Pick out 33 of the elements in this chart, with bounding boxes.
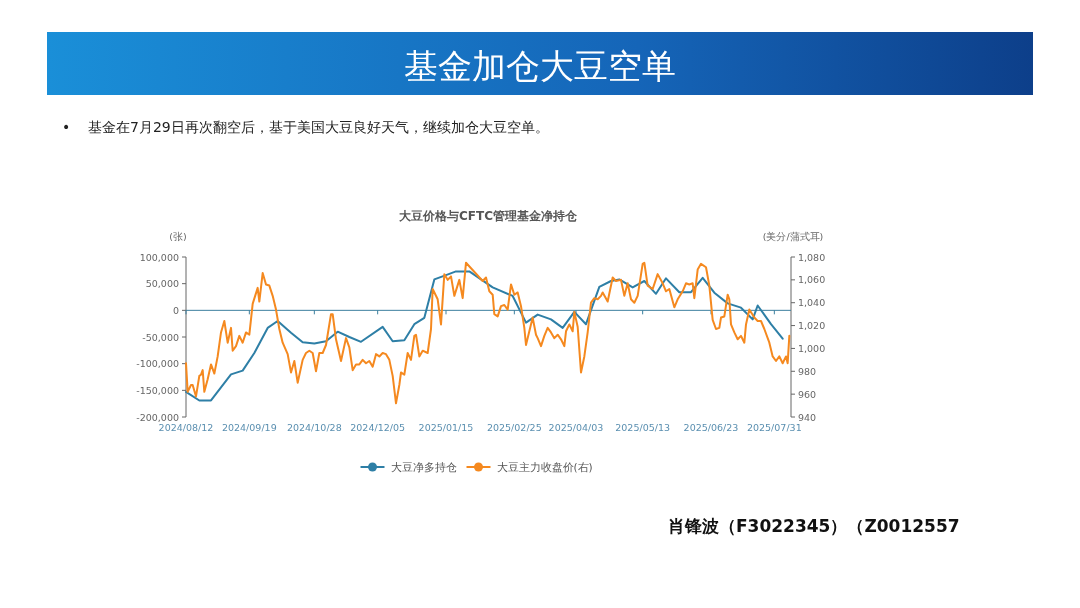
x-tick-label: 2024/08/12 — [158, 422, 214, 433]
legend-label: 大豆主力收盘价(右) — [496, 461, 593, 473]
x-tick-label: 2025/04/03 — [548, 422, 604, 433]
y-axis-title: (张) — [169, 231, 187, 242]
y2-tick-label: 940 — [798, 411, 817, 423]
x-tick-label: 2024/09/19 — [221, 422, 277, 433]
legend-label: 大豆净多持仓 — [390, 461, 457, 473]
y-tick-label: -100,000 — [136, 358, 179, 370]
chart-subtitle: 大豆价格与CFTC管理基金净持仓 — [399, 209, 578, 223]
y-tick-label: -50,000 — [142, 331, 179, 343]
y2-tick-label: 1,020 — [798, 320, 826, 332]
y-tick-label: 100,000 — [139, 251, 179, 263]
text: 肖锋波（F3022345）（Z0012557 — [668, 516, 960, 536]
text: • 基金在7月29日再次翻空后，基于美国大豆良好天气，继续加仓大豆空单。 — [62, 119, 549, 135]
y2-tick-label: 1,040 — [798, 297, 826, 309]
y2-tick-label: 1,060 — [798, 274, 826, 286]
x-tick-label: 2025/07/31 — [746, 422, 802, 433]
y2-axis-title: (美分/蒲式耳) — [762, 231, 824, 242]
x-tick-label: 2024/10/28 — [286, 422, 342, 433]
x-tick-label: 2025/05/13 — [615, 422, 671, 433]
y2-tick-label: 980 — [798, 365, 817, 377]
x-tick-label: 2025/06/23 — [683, 422, 739, 433]
y2-tick-label: 1,000 — [798, 342, 826, 354]
y-tick-label: 50,000 — [145, 278, 179, 290]
y-tick-label: 0 — [172, 304, 179, 316]
x-tick-label: 2025/01/15 — [418, 422, 474, 433]
y2-tick-label: 960 — [798, 388, 817, 400]
x-tick-label: 2025/02/25 — [486, 422, 542, 433]
y-tick-label: -200,000 — [136, 411, 179, 423]
y-tick-label: -150,000 — [136, 384, 179, 396]
y2-tick-label: 1,080 — [798, 251, 826, 263]
x-tick-label: 2024/12/05 — [350, 422, 406, 433]
chart-title: 基金加仓大豆空单 — [404, 46, 676, 86]
